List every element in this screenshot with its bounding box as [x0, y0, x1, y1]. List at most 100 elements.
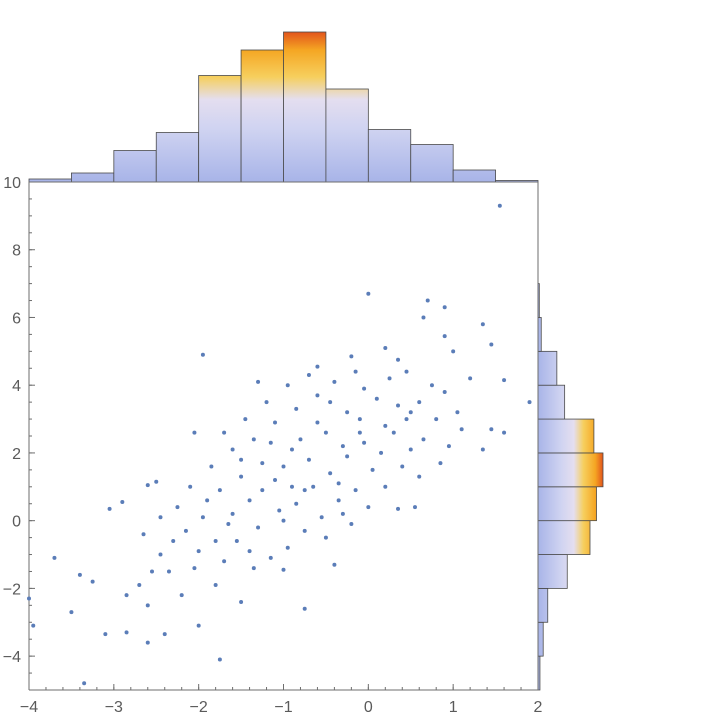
- scatter-point: [234, 538, 239, 543]
- scatter-point: [103, 632, 108, 637]
- scatter-point: [200, 515, 205, 520]
- scatter-point: [141, 532, 146, 537]
- scatter-point: [222, 430, 227, 435]
- scatter-point: [27, 596, 31, 601]
- scatter-point: [328, 400, 333, 405]
- scatter-point: [179, 593, 184, 598]
- scatter-point: [256, 525, 261, 530]
- scatter-point: [230, 511, 235, 516]
- top-histogram-bar: [155, 132, 200, 183]
- y-tick-label: 10: [3, 175, 21, 192]
- scatter-point: [217, 657, 222, 662]
- scatter-point: [366, 291, 371, 296]
- scatter-point: [213, 583, 218, 588]
- scatter-point: [362, 440, 367, 445]
- scatter-point: [527, 400, 532, 405]
- scatter-point: [468, 376, 473, 381]
- scatter-point: [302, 606, 307, 611]
- scatter-point: [349, 522, 354, 527]
- scatter-point: [319, 515, 324, 520]
- scatter-point: [82, 681, 87, 686]
- scatter-point: [120, 500, 125, 505]
- scatter-point: [145, 483, 150, 488]
- scatter-point: [383, 423, 388, 428]
- scatter-point: [281, 518, 286, 523]
- scatter-point: [268, 440, 273, 445]
- scatter-point: [285, 383, 290, 388]
- scatter-point: [429, 383, 434, 388]
- scatter-point: [404, 369, 409, 374]
- right-histogram-bar: [537, 520, 591, 555]
- scatter-point: [345, 454, 350, 459]
- scatter-point: [417, 400, 422, 405]
- scatter-point: [408, 410, 413, 415]
- scatter-point: [417, 474, 422, 479]
- top-histogram-bar: [367, 129, 412, 183]
- scatter-point: [412, 505, 417, 510]
- scatter-point: [239, 474, 244, 479]
- scatter-point: [239, 457, 244, 462]
- scatter-point: [281, 567, 286, 572]
- scatter-point: [336, 481, 341, 486]
- scatter-point: [192, 430, 197, 435]
- scatter-point: [357, 430, 362, 435]
- scatter-point: [438, 461, 443, 466]
- y-tick-label: 0: [12, 514, 21, 531]
- scatter-point: [502, 430, 507, 435]
- scatter-point: [268, 555, 273, 560]
- scatter-point: [489, 427, 494, 432]
- scatter-point: [230, 447, 235, 452]
- right-histogram-bar: [537, 350, 558, 386]
- top-histogram-bar: [410, 144, 454, 183]
- scatter-points: [27, 203, 532, 686]
- scatter-point: [217, 488, 222, 493]
- scatter-point: [345, 410, 350, 415]
- scatter-point: [425, 298, 430, 303]
- y-tick-label: 6: [12, 310, 21, 327]
- right-histogram-bar: [537, 554, 568, 589]
- scatter-point: [107, 506, 112, 511]
- scatter-point: [154, 479, 159, 484]
- scatter-point: [370, 467, 375, 472]
- right-histogram: [537, 283, 604, 691]
- top-histogram-bar: [452, 169, 496, 183]
- scatter-point: [362, 386, 367, 391]
- scatter-point: [273, 420, 278, 425]
- scatter-point: [353, 369, 358, 374]
- scatter-point: [328, 471, 333, 476]
- top-histogram-bar: [113, 150, 157, 183]
- scatter-point: [166, 569, 171, 574]
- y-tick-label: 8: [12, 243, 21, 260]
- top-histogram-bar: [198, 75, 242, 183]
- scatter-point: [205, 498, 210, 503]
- top-histogram-bar: [71, 172, 115, 183]
- right-histogram-bar: [537, 384, 566, 420]
- scatter-point: [357, 417, 362, 422]
- scatter-point: [298, 437, 303, 442]
- scatter-point: [213, 538, 218, 543]
- scatter-point: [489, 342, 494, 347]
- scatter-point: [171, 538, 176, 543]
- scatter-point: [260, 461, 265, 466]
- scatter-point: [294, 406, 299, 411]
- scatter-point: [196, 549, 201, 554]
- scatter-point: [421, 315, 426, 320]
- scatter-point: [404, 417, 409, 422]
- scatter-point: [306, 373, 311, 378]
- scatter-point: [145, 640, 150, 645]
- scatter-point: [323, 535, 328, 540]
- scatter-point: [400, 464, 405, 469]
- scatter-point: [442, 334, 447, 339]
- scatter-point: [188, 484, 193, 489]
- x-tick-label: −4: [20, 699, 38, 716]
- scatter-point: [247, 549, 252, 554]
- scatter-point: [349, 354, 354, 359]
- scatter-point: [239, 599, 244, 604]
- scatter-point: [396, 403, 401, 408]
- scatter-point: [196, 623, 201, 628]
- scatter-point: [306, 457, 311, 462]
- scatter-point: [209, 464, 214, 469]
- scatter-point: [289, 484, 294, 489]
- scatter-point: [315, 364, 320, 369]
